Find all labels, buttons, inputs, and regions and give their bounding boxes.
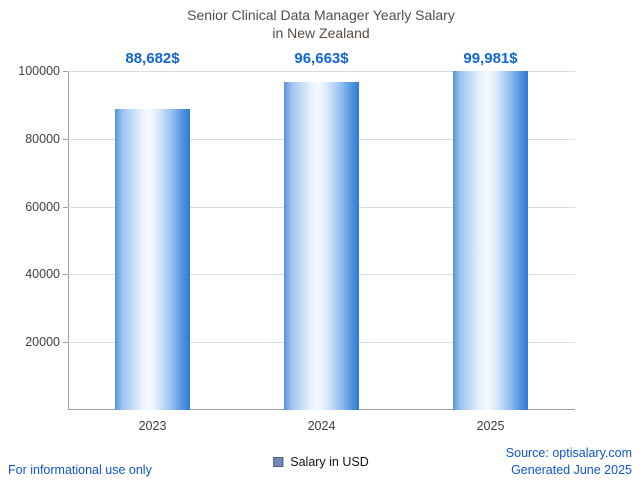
y-tick-mark (63, 342, 68, 344)
y-tick-label: 80000 (25, 131, 60, 146)
bar-2025 (453, 71, 528, 410)
legend-label: Salary in USD (290, 455, 369, 469)
y-tick-mark (63, 206, 68, 208)
y-tick-label: 60000 (25, 199, 60, 214)
bar-value-label: 99,981$ (463, 50, 518, 67)
y-tick-mark (63, 138, 68, 140)
x-axis-label: 2025 (476, 419, 505, 433)
x-axis-label: 2024 (307, 419, 336, 433)
footer-source-block: Source: optisalary.com Generated June 20… (506, 445, 632, 479)
bar-2024 (284, 82, 359, 410)
legend-swatch-icon (273, 457, 284, 467)
bar-2023 (115, 109, 190, 410)
y-tick-label: 100000 (18, 64, 60, 78)
generated-date: Generated June 2025 (511, 463, 632, 478)
source-link[interactable]: Source: optisalary.com (505, 446, 632, 461)
y-tick-label: 40000 (25, 267, 60, 282)
chart-title: Senior Clinical Data Manager Yearly Sala… (0, 7, 642, 42)
chart-title-line2: in New Zealand (272, 24, 370, 41)
gridline (68, 71, 575, 72)
chart-title-line1: Senior Clinical Data Manager Yearly Sala… (187, 7, 455, 23)
x-axis-label: 2023 (138, 419, 167, 433)
y-tick-mark (63, 71, 68, 72)
y-tick-label: 20000 (25, 335, 60, 350)
bar-value-label: 88,682$ (125, 50, 180, 67)
legend: Salary in USD (273, 455, 369, 469)
y-tick-mark (63, 274, 68, 276)
bar-value-label: 96,663$ (294, 50, 349, 67)
disclaimer-text: For informational use only (8, 463, 152, 477)
